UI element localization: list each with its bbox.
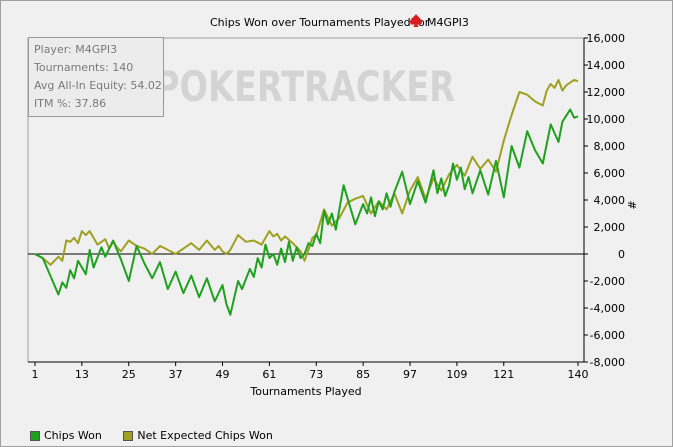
y-axis-title: # [626,200,639,209]
x-ticks: 1 13 25 37 49 61 73 85 97 109 121 140 [32,362,589,381]
x-tick-label: 1 [32,368,39,381]
chart-title: Chips Won over Tournaments Played for [210,16,430,29]
x-tick-label: 49 [216,368,230,381]
y-tick-label: 2,000 [594,221,626,234]
x-tick-label: 61 [262,368,276,381]
y-tick-label: 6,000 [594,167,626,180]
x-axis-title: Tournaments Played [249,385,361,398]
y-tick-label: -6,000 [590,329,625,342]
series-line-chips-won [34,108,579,316]
x-tick-label: 140 [568,368,589,381]
y-ticks: 16,000 14,000 12,000 10,000 8,000 6,000 4,000 2… [584,32,625,369]
legend-item-net-expected[interactable]: Net Expected Chips Won [123,429,273,442]
x-tick-label: 85 [356,368,370,381]
legend-label-net-expected: Net Expected Chips Won [137,429,273,442]
legend-swatch-net-expected [123,430,134,441]
y-tick-label: 8,000 [594,140,626,153]
legend-item-chips-won[interactable]: Chips Won [30,429,102,442]
info-avg-allin-equity: Avg All-In Equity: 54.02 [34,79,162,92]
info-player: Player: M4GPI3 [34,43,118,56]
legend: Chips Won Net Expected Chips Won [30,429,291,444]
y-tick-label: 4,000 [594,194,626,207]
x-tick-label: 109 [446,368,467,381]
info-tournaments: Tournaments: 140 [34,61,134,74]
x-tick-label: 121 [493,368,514,381]
y-tick-label: 10,000 [587,113,626,126]
chart-title-player: M4GPI3 [427,16,469,29]
spade-logo-icon [410,14,422,27]
x-tick-label: 73 [309,368,323,381]
legend-label-chips-won: Chips Won [44,429,102,442]
y-tick-label: -8,000 [590,356,625,369]
y-tick-label: -2,000 [590,275,625,288]
info-itm: ITM %: 37.86 [34,97,107,110]
y-tick-label: 16,000 [587,32,626,45]
watermark-text: POKERTRACKER [155,62,455,111]
x-tick-label: 25 [122,368,136,381]
x-tick-label: 97 [403,368,417,381]
info-box: Player: M4GPI3 Tournaments: 140 Avg All-… [28,37,164,117]
series-layer [34,78,579,316]
y-tick-label: 14,000 [587,59,626,72]
y-tick-label: 0 [618,248,625,261]
y-tick-label: 12,000 [587,86,626,99]
x-tick-label: 13 [75,368,89,381]
x-tick-label: 37 [169,368,183,381]
legend-swatch-chips-won [30,430,40,441]
y-tick-label: -4,000 [590,302,625,315]
